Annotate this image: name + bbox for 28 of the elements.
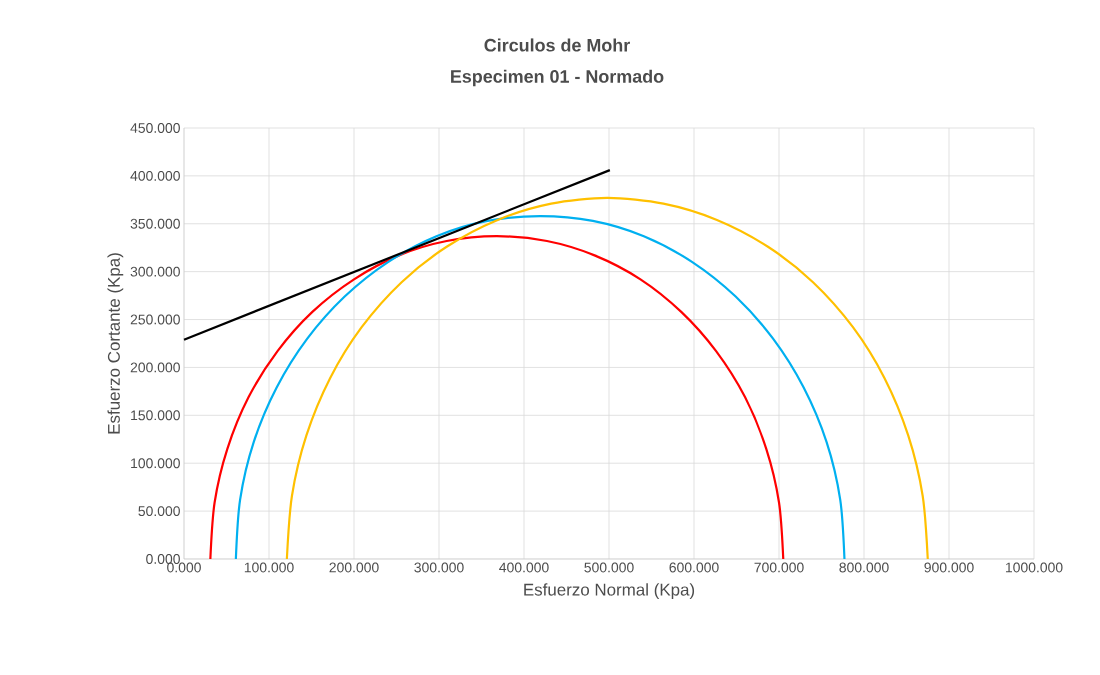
x-tick-label: 300.000 [414, 562, 464, 573]
y-tick-label: 350.000 [130, 218, 180, 229]
y-tick-label: 50.000 [138, 506, 180, 517]
x-axis-title: Esfuerzo Normal (Kpa) [524, 583, 695, 600]
x-tick-label: 600.000 [669, 562, 719, 573]
y-tick-label: 200.000 [130, 362, 180, 373]
x-tick-label: 0.000 [167, 562, 201, 573]
x-tick-label: 100.000 [244, 562, 294, 573]
line-series [209, 235, 785, 561]
chart-subtitle: Especimen 01 - Normado [451, 69, 664, 87]
x-tick-label: 1000.000 [1005, 562, 1063, 573]
x-tick-label: 900.000 [924, 562, 974, 573]
y-axis-title: Esfuerzo Cortante (Kpa) [107, 253, 124, 434]
y-tick-label: 0.000 [146, 554, 180, 564]
y-tick-label: 300.000 [130, 266, 180, 277]
x-tick-label: 800.000 [839, 562, 889, 573]
line-series [285, 196, 929, 561]
chart-title: Circulos de Mohr [484, 38, 630, 52]
y-tick-label: 450.000 [130, 123, 180, 133]
y-tick-label: 100.000 [131, 458, 180, 469]
y-tick-label: 150.000 [131, 410, 180, 421]
x-tick-label: 400.000 [499, 562, 549, 573]
y-tick-label: 250.000 [130, 314, 180, 325]
x-tick-label: 700.000 [754, 562, 804, 573]
y-tick-label: 400.000 [130, 170, 180, 181]
x-tick-label: 500.000 [584, 562, 634, 573]
x-tick-label: 200.000 [329, 562, 379, 573]
line-series [234, 215, 846, 561]
